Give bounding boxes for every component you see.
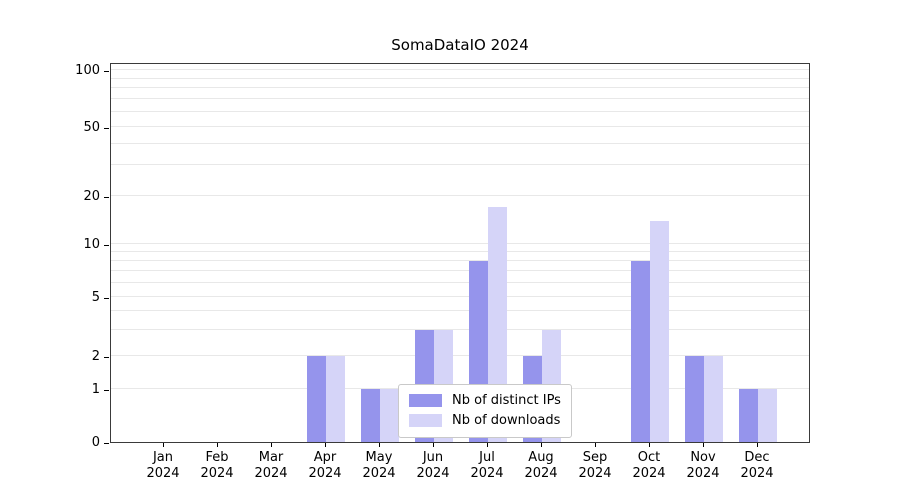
gridline <box>111 77 809 79</box>
y-axis-tick-label: 0 <box>91 435 100 450</box>
gridline <box>111 164 809 166</box>
x-axis-tick-mark <box>595 443 596 447</box>
x-axis-label: Nov 2024 <box>686 450 720 481</box>
bar-distinct-ips <box>685 356 704 442</box>
legend-label: Nb of downloads <box>452 413 561 428</box>
y-axis-tick-label: 2 <box>91 349 100 364</box>
x-axis-tick-mark <box>433 443 434 447</box>
y-axis-tick-mark <box>104 197 109 198</box>
x-axis-label: Jul 2024 <box>470 450 504 481</box>
y-axis-tick-mark <box>104 298 109 299</box>
x-axis-label: Jun 2024 <box>416 450 450 481</box>
gridline <box>111 98 809 100</box>
x-axis-label: Apr 2024 <box>308 450 342 481</box>
gridline <box>111 243 809 244</box>
bar-distinct-ips <box>361 389 380 442</box>
y-axis-tick-mark <box>104 128 109 129</box>
y-axis-tick-label: 1 <box>91 382 100 397</box>
legend-swatch <box>409 394 442 407</box>
x-axis-tick-mark <box>541 443 542 447</box>
y-axis-tick-label: 10 <box>83 237 100 252</box>
x-axis-tick-mark <box>163 443 164 447</box>
x-axis-tick-mark <box>325 443 326 447</box>
x-axis-tick-mark <box>487 443 488 447</box>
gridline <box>111 270 809 272</box>
x-axis-tick-mark <box>703 443 704 447</box>
y-axis-tick-mark <box>104 390 109 391</box>
bar-downloads <box>380 389 399 442</box>
gridline <box>111 310 809 312</box>
x-axis-tick-mark <box>217 443 218 447</box>
gridline <box>111 126 809 127</box>
y-axis-tick-label: 5 <box>91 290 100 305</box>
gridline <box>111 111 809 113</box>
bar-downloads <box>650 221 669 442</box>
x-axis-tick-mark <box>649 443 650 447</box>
gridline <box>111 195 809 196</box>
x-axis-label: Sep 2024 <box>578 450 612 481</box>
gridline <box>111 142 809 144</box>
y-axis-tick-mark <box>104 71 109 72</box>
x-axis-tick-mark <box>271 443 272 447</box>
gridline <box>111 69 809 70</box>
bar-downloads <box>488 207 507 442</box>
gridline <box>111 251 809 253</box>
x-axis-label: Aug 2024 <box>524 450 558 481</box>
legend-item: Nb of distinct IPs <box>409 393 561 408</box>
gridline <box>111 87 809 89</box>
x-axis-label: Dec 2024 <box>740 450 774 481</box>
gridline <box>111 355 809 356</box>
y-axis-tick-mark <box>104 443 109 444</box>
y-axis-tick-mark <box>104 357 109 358</box>
x-axis-label: Oct 2024 <box>632 450 666 481</box>
plot-area: Nb of distinct IPs Nb of downloads <box>110 63 810 443</box>
legend-label: Nb of distinct IPs <box>452 393 561 408</box>
gridline <box>111 282 809 284</box>
legend-swatch <box>409 414 442 427</box>
legend: Nb of distinct IPs Nb of downloads <box>398 384 572 438</box>
x-axis-label: May 2024 <box>362 450 396 481</box>
bar-downloads <box>758 389 777 442</box>
gridline <box>111 260 809 262</box>
chart-title: SomaDataIO 2024 <box>391 36 529 54</box>
legend-item: Nb of downloads <box>409 413 561 428</box>
x-axis-tick-mark <box>757 443 758 447</box>
x-axis-label: Jan 2024 <box>146 450 180 481</box>
bar-distinct-ips <box>631 261 650 442</box>
bar-distinct-ips <box>307 356 326 442</box>
x-axis-label: Feb 2024 <box>200 450 234 481</box>
bar-distinct-ips <box>739 389 758 442</box>
y-axis-tick-label: 100 <box>75 63 100 78</box>
x-axis-tick-mark <box>379 443 380 447</box>
gridline <box>111 328 809 330</box>
bar-downloads <box>704 356 723 442</box>
y-axis-tick-mark <box>104 245 109 246</box>
gridline <box>111 296 809 297</box>
y-axis-tick-label: 50 <box>83 120 100 135</box>
x-axis-label: Mar 2024 <box>254 450 288 481</box>
y-axis-tick-label: 20 <box>83 189 100 204</box>
bar-downloads <box>326 356 345 442</box>
